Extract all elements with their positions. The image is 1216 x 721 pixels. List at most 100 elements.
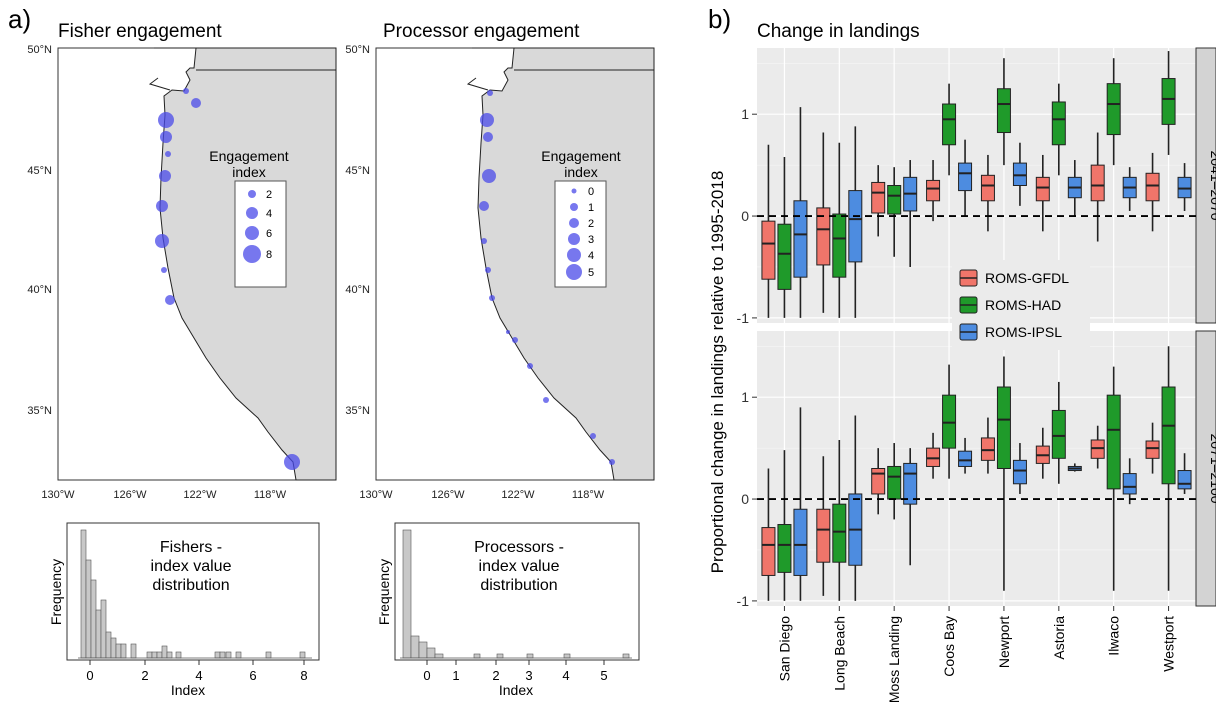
hist-bar [151, 651, 158, 659]
hist-bar [105, 631, 112, 659]
site-bubble [191, 98, 201, 108]
x-tick-label: 4 [562, 668, 569, 683]
x-tick-label: 6 [249, 668, 256, 683]
x-tick-label: San Diego [776, 616, 792, 682]
y-tick-label: 1 [741, 389, 749, 405]
legend-label-had: ROMS-HAD [985, 297, 1061, 313]
box-body [980, 437, 995, 461]
facet-strip-label: 2071–2100 [1208, 433, 1216, 503]
site-bubble [590, 433, 596, 439]
x-tick-label: Westport [1161, 616, 1177, 672]
lon-label: 118°W [572, 489, 605, 501]
hist-bar [156, 651, 163, 659]
lat-label: 45°N [345, 165, 370, 177]
fisher-bubbles [155, 88, 300, 470]
x-tick-label: 2 [141, 668, 148, 683]
boxplot-chart: Change in landings Proportional change i… [708, 21, 1216, 703]
fisher-map-title: Fisher engagement [58, 21, 222, 42]
site-bubble [481, 238, 487, 244]
processor-hist-title-3: distribution [480, 577, 557, 594]
processor-legend-title-1: Engagement [541, 148, 621, 164]
lon-label: 122°W [183, 489, 217, 501]
legend-bubble [570, 203, 578, 211]
box-body [1035, 176, 1050, 202]
box-body [958, 450, 973, 467]
box-body [903, 462, 918, 505]
fisher-lat-labels: 50°N 45°N 40°N 35°N [27, 44, 52, 417]
hist-bar [496, 653, 504, 659]
y-tick-label: 0 [741, 208, 749, 224]
hist-bar [175, 651, 182, 659]
legend-value: 1 [588, 202, 594, 214]
box-body [871, 181, 886, 214]
box-body [793, 200, 808, 278]
box-body [926, 447, 941, 467]
hist-bar [402, 529, 412, 659]
box-body [996, 386, 1011, 470]
fisher-hist-xlabel: Index [171, 682, 205, 698]
facet-layer: -1 0 1 2041–2070 -1 0 1 2071–2100 [737, 47, 1216, 609]
site-bubble [165, 151, 171, 157]
site-bubble [543, 397, 549, 403]
x-tick-label: 1 [452, 668, 459, 683]
box-body [1012, 459, 1027, 485]
hist-bar [214, 651, 221, 659]
processor-hist-tick-labels: 0 1 2 3 4 5 [423, 668, 607, 683]
hist-bar [526, 653, 534, 659]
legend-bubble [248, 190, 256, 198]
legend-label-ipsl: ROMS-IPSL [985, 324, 1062, 340]
hist-bar [161, 645, 168, 659]
fisher-hist-ticks [89, 660, 305, 665]
lat-label: 35°N [27, 405, 52, 417]
hist-bar [235, 651, 242, 659]
box-body [1106, 83, 1121, 136]
hist-bar [115, 643, 122, 659]
box-body [1051, 409, 1066, 459]
box-body [1161, 78, 1176, 125]
lon-label: 126°W [431, 489, 465, 501]
box-body [1145, 440, 1160, 459]
legend-value: 8 [266, 249, 272, 261]
fisher-hist-bars [80, 529, 306, 659]
box-body [871, 468, 886, 495]
site-bubble [479, 201, 489, 211]
site-bubble [482, 169, 496, 183]
hist-bar [410, 635, 420, 659]
site-bubble [506, 330, 510, 334]
x-tick-label: Moss Landing [886, 616, 902, 703]
site-bubble [483, 132, 493, 142]
y-tick-label: 1 [741, 106, 749, 122]
site-bubble [155, 234, 169, 248]
lat-label: 35°N [345, 405, 370, 417]
site-bubble [489, 295, 495, 301]
box-body [996, 88, 1011, 134]
site-bubble [480, 113, 494, 127]
box-body [958, 162, 973, 192]
x-tick-label: 0 [86, 668, 93, 683]
legend-value: 3 [588, 234, 594, 246]
legend-bubble [568, 233, 580, 245]
box-body [832, 503, 847, 563]
lon-label: 130°W [41, 489, 75, 501]
hist-bar [90, 579, 97, 659]
chart-legend: ROMS-GFDL ROMS-HAD ROMS-IPSL [952, 260, 1090, 350]
box-body [1122, 473, 1137, 495]
x-tick-label: 4 [195, 668, 202, 683]
hist-bar [225, 651, 232, 659]
box-body [926, 179, 941, 202]
fisher-legend-title-2: index [232, 164, 265, 180]
x-tick-label: Coos Bay [941, 616, 957, 677]
box-body [942, 394, 957, 449]
legend-bubble [245, 226, 259, 240]
site-bubble [512, 337, 518, 343]
box-body [1161, 386, 1176, 485]
box-body [832, 213, 847, 278]
lat-label: 50°N [27, 44, 52, 56]
site-bubble [165, 295, 175, 305]
processor-legend-title-2: index [564, 164, 597, 180]
chart-ylabel: Proportional change in landings relative… [708, 171, 727, 574]
legend-bubble [566, 264, 582, 280]
site-bubble [527, 363, 533, 369]
processor-hist-ylabel: Frequency [376, 559, 392, 625]
hist-bar [265, 651, 272, 659]
